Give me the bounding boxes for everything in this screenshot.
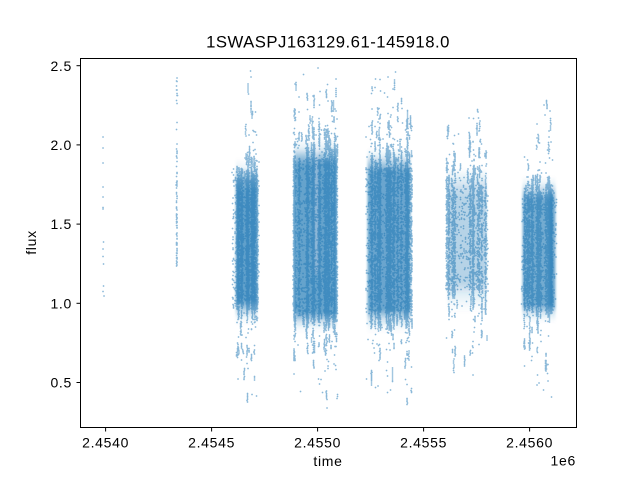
svg-text:2.0: 2.0 [50,137,72,153]
svg-text:1e6: 1e6 [551,453,576,469]
svg-text:2.4555: 2.4555 [400,434,447,450]
svg-text:time: time [313,453,342,469]
svg-text:2.5: 2.5 [50,58,72,74]
svg-text:2.4560: 2.4560 [506,434,553,450]
svg-text:flux: flux [23,230,39,255]
svg-text:0.5: 0.5 [50,375,72,391]
svg-text:1.0: 1.0 [50,295,72,311]
svg-text:2.4545: 2.4545 [188,434,235,450]
svg-text:2.4540: 2.4540 [82,434,129,450]
svg-text:1.5: 1.5 [50,216,72,232]
svg-text:1SWASPJ163129.61-145918.0: 1SWASPJ163129.61-145918.0 [206,32,450,51]
svg-text:2.4550: 2.4550 [294,434,341,450]
